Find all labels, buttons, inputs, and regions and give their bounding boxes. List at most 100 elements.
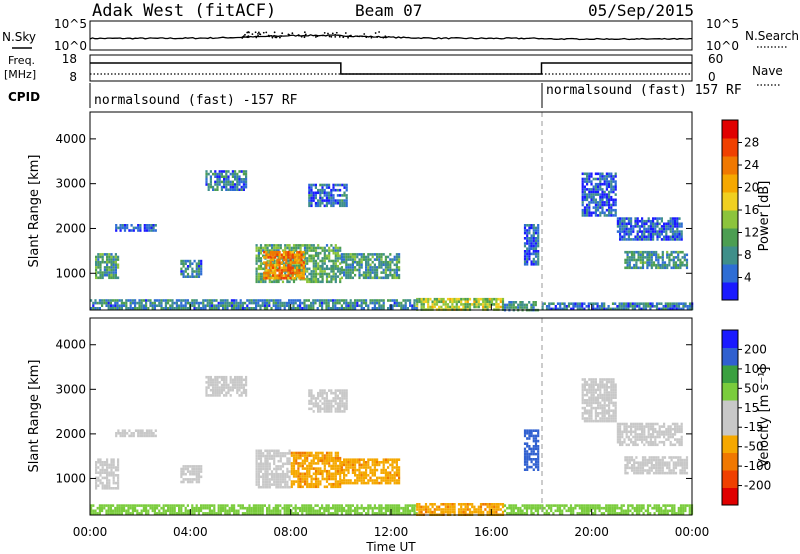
range-gate-cell	[360, 307, 363, 310]
range-gate-cell	[244, 301, 247, 305]
range-gate-cell	[114, 466, 117, 469]
range-gate-cell	[158, 301, 161, 305]
range-gate-cell	[274, 506, 277, 510]
range-gate-cell	[647, 225, 650, 228]
range-gate-cell	[323, 262, 326, 265]
range-gate-cell	[120, 307, 123, 310]
range-gate-cell	[204, 504, 207, 507]
range-gate-cell	[270, 472, 274, 476]
range-gate-cell	[169, 506, 172, 510]
range-gate-cell	[317, 451, 320, 455]
range-gate-cell	[343, 461, 346, 464]
range-gate-cell	[543, 512, 546, 515]
range-gate-cell	[466, 300, 469, 304]
range-gate-cell	[336, 456, 340, 460]
range-gate-cell	[225, 375, 228, 379]
range-gate-cell	[608, 172, 611, 176]
range-gate-cell	[563, 302, 566, 305]
range-gate-cell	[633, 263, 636, 267]
range-gate-cell	[255, 307, 258, 310]
range-gate-cell	[257, 246, 260, 250]
range-gate-cell	[288, 280, 291, 284]
range-gate-cell	[586, 172, 589, 176]
range-gate-cell	[607, 305, 610, 308]
range-gate-cell	[334, 301, 337, 305]
colorbar-swatch	[722, 228, 738, 247]
range-gate-cell	[263, 274, 266, 277]
range-gate-cell	[153, 506, 156, 510]
range-gate-cell	[208, 307, 211, 310]
range-gate-cell	[323, 194, 326, 197]
range-gate-cell	[285, 512, 288, 515]
range-gate-cell	[270, 509, 273, 513]
range-gate-cell	[106, 253, 109, 256]
range-gate-cell	[310, 504, 313, 507]
range-gate-cell	[164, 307, 167, 310]
range-gate-cell	[475, 305, 478, 309]
range-gate-cell	[242, 185, 245, 189]
range-gate-cell	[180, 467, 183, 471]
range-gate-cell	[338, 299, 341, 302]
range-gate-cell	[153, 299, 156, 302]
range-gate-cell	[236, 188, 239, 191]
range-gate-cell	[112, 458, 115, 461]
range-gate-cell	[663, 266, 667, 270]
range-gate-cell	[638, 506, 641, 510]
range-gate-cell	[231, 175, 234, 178]
range-gate-cell	[647, 232, 650, 236]
range-gate-cell	[219, 509, 222, 513]
range-gate-cell	[263, 307, 266, 310]
range-gate-cell	[404, 512, 407, 515]
range-gate-cell	[286, 483, 289, 486]
range-gate-cell	[306, 482, 309, 486]
range-gate-cell	[611, 302, 615, 305]
range-gate-cell	[259, 244, 263, 247]
range-gate-cell	[263, 276, 266, 280]
range-gate-cell	[293, 271, 297, 275]
range-gate-cell	[319, 389, 322, 392]
range-gate-cell	[334, 246, 337, 250]
range-gate-cell	[662, 307, 665, 311]
range-gate-cell	[191, 299, 194, 302]
range-gate-cell	[398, 258, 401, 261]
range-gate-cell	[110, 263, 113, 267]
range-gate-cell	[592, 193, 595, 196]
range-gate-cell	[608, 214, 611, 217]
range-gate-cell	[314, 480, 318, 483]
range-gate-cell	[312, 280, 315, 284]
range-gate-cell	[240, 375, 243, 379]
range-gate-cell	[119, 229, 122, 232]
range-gate-cell	[587, 509, 590, 513]
range-gate-cell	[255, 259, 258, 263]
range-gate-cell	[347, 468, 350, 472]
range-gate-cell	[442, 297, 445, 301]
range-gate-cell	[351, 307, 354, 310]
range-gate-cell	[688, 512, 691, 515]
range-gate-cell	[117, 479, 120, 482]
range-gate-cell	[371, 506, 374, 510]
range-gate-cell	[173, 301, 176, 305]
range-gate-cell	[611, 504, 614, 507]
range-gate-cell	[280, 276, 283, 280]
range-gate-cell	[205, 178, 208, 181]
range-gate-cell	[270, 483, 274, 486]
range-gate-cell	[274, 512, 277, 515]
range-gate-cell	[532, 452, 535, 456]
range-gate-cell	[292, 251, 296, 255]
range-gate-cell	[526, 460, 529, 464]
range-gate-cell	[127, 506, 130, 510]
range-gate-cell	[493, 510, 496, 514]
range-gate-cell	[303, 475, 307, 478]
range-gate-cell	[292, 472, 296, 476]
range-gate-cell	[623, 235, 626, 239]
range-gate-cell	[288, 301, 291, 305]
range-gate-cell	[625, 217, 628, 220]
range-gate-cell	[193, 275, 196, 278]
range-gate-cell	[266, 485, 269, 489]
range-gate-cell	[340, 479, 343, 482]
range-gate-cell	[616, 225, 619, 228]
range-gate-cell	[341, 194, 344, 197]
range-gate-cell	[360, 255, 363, 259]
range-gate-cell	[268, 299, 271, 302]
range-gate-cell	[619, 217, 622, 220]
